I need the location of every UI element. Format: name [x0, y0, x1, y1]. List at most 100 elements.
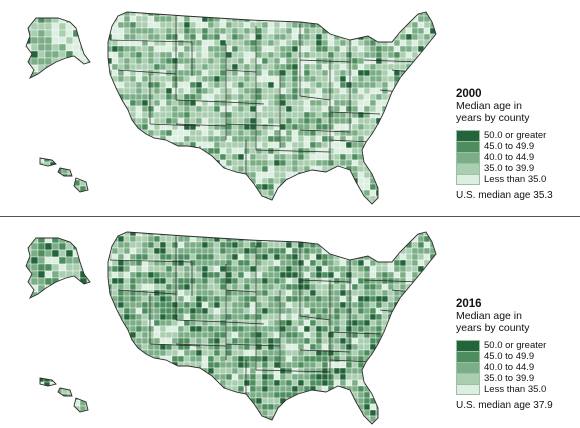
- county-cell: [273, 141, 281, 149]
- county-cell: [141, 81, 149, 89]
- county-cell: [55, 399, 63, 407]
- county-cell: [291, 57, 299, 65]
- county-cell: [108, 307, 113, 315]
- county-cell: [405, 75, 413, 83]
- county-cell: [201, 183, 209, 191]
- county-cell: [177, 349, 185, 357]
- county-cell: [393, 165, 401, 173]
- county-cell: [165, 391, 173, 399]
- county-cell: [399, 361, 407, 369]
- county-cell: [435, 295, 436, 303]
- county-cell: [387, 105, 395, 113]
- county-cell: [67, 179, 75, 187]
- county-cell: [429, 301, 436, 309]
- county-cell: [129, 171, 137, 179]
- county-cell: [141, 343, 149, 351]
- county-cell: [417, 301, 425, 309]
- county-cell: [231, 295, 239, 303]
- county-cell: [273, 153, 281, 161]
- county-cell: [231, 171, 239, 179]
- county-cell: [231, 63, 239, 71]
- county-cell: [435, 307, 436, 315]
- county-cell: [225, 111, 233, 119]
- county-cell: [369, 289, 377, 297]
- county-cell: [111, 349, 119, 357]
- county-cell: [171, 283, 179, 291]
- county-cell: [165, 265, 173, 273]
- county-cell: [261, 45, 269, 53]
- county-cell: [387, 171, 395, 179]
- county-cell: [249, 189, 257, 197]
- county-cell: [201, 153, 209, 161]
- county-cell: [255, 159, 263, 167]
- county-cell: [108, 81, 113, 89]
- county-cell: [243, 373, 251, 381]
- county-cell: [189, 57, 197, 65]
- county-cell: [55, 191, 63, 192]
- county-cell: [279, 135, 287, 143]
- county-cell: [129, 93, 137, 101]
- county-cell: [285, 201, 293, 204]
- county-cell: [285, 93, 293, 101]
- county-cell: [111, 183, 119, 191]
- county-cell: [279, 232, 287, 237]
- county-cell: [435, 129, 436, 137]
- county-cell: [339, 87, 347, 95]
- county-cell: [363, 403, 371, 411]
- county-cell: [43, 185, 51, 192]
- county-cell: [363, 123, 371, 131]
- county-cell: [345, 81, 353, 89]
- county-cell: [177, 403, 185, 411]
- county-cell: [333, 361, 341, 369]
- county-cell: [435, 301, 436, 309]
- county-cell: [261, 21, 269, 29]
- county-cell: [51, 50, 60, 59]
- county-cell: [303, 195, 311, 203]
- county-cell: [327, 159, 335, 167]
- county-cell: [357, 385, 365, 393]
- county-cell: [159, 391, 167, 399]
- county-cell: [297, 189, 305, 197]
- county-cell: [339, 247, 347, 255]
- county-cell: [147, 141, 155, 149]
- county-cell: [171, 385, 179, 393]
- county-cell: [399, 313, 407, 321]
- county-cell: [135, 81, 143, 89]
- county-cell: [153, 247, 161, 255]
- county-cell: [249, 51, 257, 59]
- county-cell: [177, 105, 185, 113]
- county-cell: [291, 385, 299, 393]
- county-cell: [429, 379, 436, 387]
- county-cell: [135, 45, 143, 53]
- county-cell: [267, 201, 275, 204]
- county-cell: [321, 235, 329, 243]
- county-cell: [117, 283, 125, 291]
- county-cell: [423, 123, 431, 131]
- county-cell: [237, 379, 245, 387]
- county-cell: [357, 307, 365, 315]
- county-cell: [225, 153, 233, 161]
- county-cell: [231, 81, 239, 89]
- county-cell: [297, 117, 305, 125]
- county-cell: [249, 57, 257, 65]
- county-cell: [255, 195, 263, 203]
- county-cell: [357, 349, 365, 357]
- county-cell: [345, 235, 353, 243]
- county-cell: [123, 81, 131, 89]
- county-cell: [243, 12, 251, 17]
- county-cell: [357, 69, 365, 77]
- county-cell: [237, 159, 245, 167]
- county-cell: [435, 415, 436, 423]
- county-cell: [153, 177, 161, 185]
- county-cell: [363, 171, 371, 179]
- county-cell: [55, 393, 63, 401]
- county-cell: [147, 69, 155, 77]
- county-cell: [309, 385, 317, 393]
- county-cell: [243, 105, 251, 113]
- county-cell: [108, 367, 113, 375]
- county-cell: [273, 379, 281, 387]
- county-cell: [225, 27, 233, 35]
- county-cell: [165, 63, 173, 71]
- county-cell: [243, 129, 251, 137]
- county-cell: [261, 105, 269, 113]
